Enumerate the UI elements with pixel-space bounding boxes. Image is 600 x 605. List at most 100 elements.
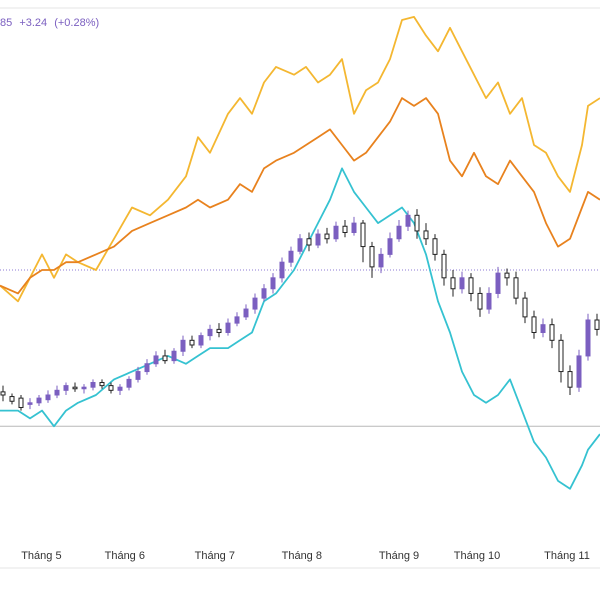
- candle-body: [225, 322, 231, 333]
- candle-body: [90, 382, 96, 388]
- candlestick-1: [9, 393, 15, 405]
- candle-body: [243, 308, 249, 318]
- candle-body: [36, 397, 42, 404]
- candlestick-46: [414, 209, 420, 239]
- candle-body: [540, 324, 546, 333]
- candle-body: [306, 238, 312, 246]
- candlestick-33: [297, 234, 303, 255]
- candle-body: [396, 225, 402, 240]
- candlestick-14: [126, 376, 132, 391]
- candlestick-62: [558, 334, 564, 383]
- candle-body: [261, 288, 267, 299]
- candlestick-4: [36, 395, 42, 406]
- candlestick-21: [189, 335, 195, 349]
- candle-body: [378, 253, 384, 268]
- candle-body: [270, 277, 276, 290]
- x-tick-label-0: Tháng 5: [21, 550, 61, 562]
- candle-body: [405, 214, 411, 227]
- x-tick-label-5: Tháng 10: [454, 550, 500, 562]
- candle-body: [198, 335, 204, 346]
- candle-body: [144, 363, 150, 373]
- candlestick-43: [387, 232, 393, 258]
- candlestick-39: [351, 216, 357, 236]
- x-tick-label-4: Tháng 9: [379, 550, 419, 562]
- candlestick-56: [504, 268, 510, 286]
- candle-body: [297, 238, 303, 252]
- candle-body: [45, 394, 51, 401]
- candlestick-53: [477, 287, 483, 317]
- candle-body: [153, 355, 159, 365]
- candlestick-12: [108, 382, 114, 394]
- candle-body: [387, 238, 393, 255]
- candle-body: [333, 225, 339, 240]
- candle-body: [81, 386, 87, 390]
- candlestick-49: [441, 249, 447, 286]
- candle-body: [486, 292, 492, 310]
- candle-body: [126, 378, 132, 388]
- candlestick-59: [531, 310, 537, 339]
- candle-body: [594, 319, 600, 330]
- candle-body: [72, 386, 78, 390]
- x-axis: Tháng 5 Tháng 6 Tháng 7 Tháng 8 Tháng 9 Tháng…: [21, 550, 590, 562]
- candle-body: [234, 316, 240, 324]
- candlestick-10: [90, 379, 96, 391]
- candle-body: [423, 230, 429, 240]
- candlestick-55: [495, 266, 501, 299]
- candle-body: [342, 225, 348, 233]
- candlestick-3: [27, 398, 33, 410]
- candle-body: [117, 386, 123, 391]
- candlestick-24: [216, 323, 222, 338]
- candlestick-5: [45, 390, 51, 403]
- candle-body: [0, 391, 6, 396]
- candlestick-58: [522, 291, 528, 324]
- candlestick-29: [261, 284, 267, 302]
- candle-body: [252, 297, 258, 310]
- candle-body: [495, 272, 501, 294]
- candle-body: [432, 238, 438, 255]
- candle-body: [324, 233, 330, 240]
- candlestick-13: [117, 384, 123, 395]
- x-tick-label-2: Tháng 7: [195, 550, 235, 562]
- candle-body: [360, 222, 366, 248]
- candle-body: [180, 339, 186, 352]
- candlestick-22: [198, 332, 204, 349]
- candle-body: [351, 222, 357, 233]
- price-legend: 85 +3.24 (+0.28%): [0, 17, 103, 29]
- candlestick-48: [432, 234, 438, 261]
- candle-body: [522, 297, 528, 318]
- candlestick-66: [594, 313, 600, 336]
- candlesticks: [0, 209, 600, 411]
- x-tick-label-3: Tháng 8: [282, 550, 322, 562]
- candlestick-60: [540, 318, 546, 338]
- series-lines: [0, 15, 600, 490]
- candlestick-18: [162, 349, 168, 364]
- candle-body: [576, 355, 582, 388]
- candle-body: [468, 277, 474, 294]
- candle-body: [441, 253, 447, 279]
- candlestick-27: [243, 304, 249, 320]
- candle-body: [54, 389, 60, 396]
- candlestick-65: [585, 313, 591, 361]
- candlestick-28: [252, 293, 258, 314]
- candle-body: [315, 233, 321, 246]
- candle-body: [171, 350, 177, 362]
- candle-body: [414, 214, 420, 232]
- series-line-orange: [0, 97, 600, 295]
- reference-lines: [0, 269, 600, 427]
- candlestick-38: [342, 220, 348, 238]
- candlestick-31: [279, 257, 285, 283]
- candlestick-11: [99, 379, 105, 389]
- x-tick-label-6: Tháng 11: [544, 550, 590, 562]
- candle-body: [450, 277, 456, 290]
- candlestick-45: [405, 210, 411, 231]
- candle-body: [549, 324, 555, 341]
- candlestick-41: [369, 241, 375, 278]
- legend-change: +3.24: [19, 17, 48, 29]
- candlestick-35: [315, 229, 321, 249]
- candlestick-54: [486, 287, 492, 314]
- candlestick-40: [360, 220, 366, 263]
- candlestick-61: [549, 318, 555, 349]
- candlestick-47: [423, 223, 429, 245]
- candlestick-6: [54, 385, 60, 399]
